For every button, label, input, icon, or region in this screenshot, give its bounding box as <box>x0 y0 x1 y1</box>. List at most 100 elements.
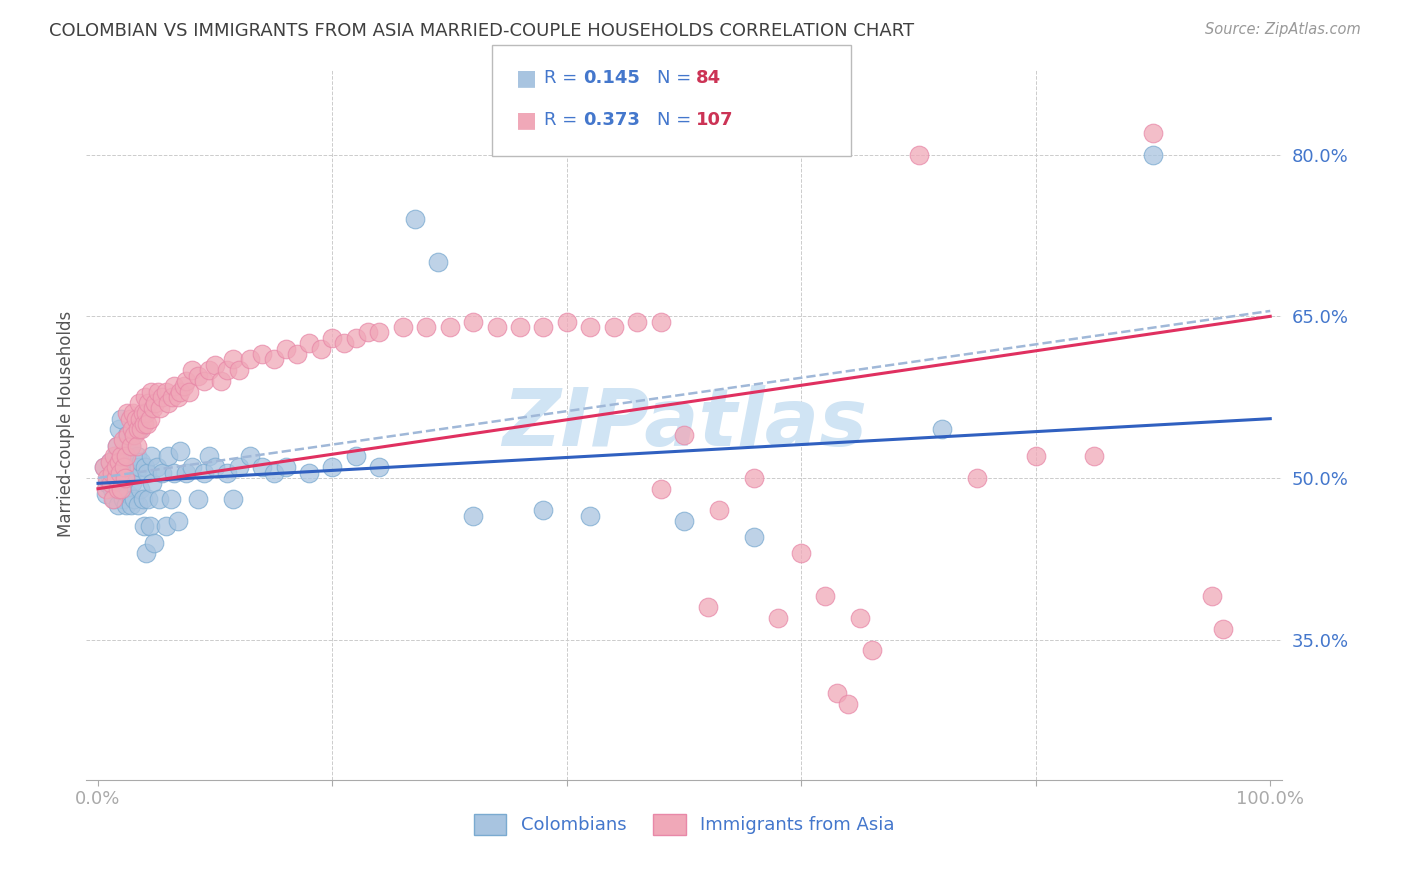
Point <box>111 434 134 448</box>
Point <box>215 363 238 377</box>
Point <box>1083 450 1105 464</box>
Point <box>128 395 150 409</box>
Point <box>111 492 134 507</box>
Point <box>124 466 146 480</box>
Point <box>96 487 118 501</box>
Point <box>415 320 437 334</box>
Point <box>131 492 153 507</box>
Point <box>837 697 859 711</box>
Point <box>463 508 485 523</box>
Point <box>285 347 308 361</box>
Point <box>709 503 731 517</box>
Point <box>120 439 142 453</box>
Point <box>104 476 127 491</box>
Point <box>129 411 152 425</box>
Point <box>142 401 165 415</box>
Point <box>93 460 115 475</box>
Point <box>110 460 132 475</box>
Point <box>115 450 138 464</box>
Point <box>626 315 648 329</box>
Point <box>124 427 146 442</box>
Point <box>174 466 197 480</box>
Text: 0.373: 0.373 <box>583 112 640 129</box>
Point <box>309 342 332 356</box>
Point <box>135 406 157 420</box>
Point <box>96 476 118 491</box>
Point <box>250 347 273 361</box>
Point <box>104 471 127 485</box>
Text: Source: ZipAtlas.com: Source: ZipAtlas.com <box>1205 22 1361 37</box>
Point <box>1025 450 1047 464</box>
Text: N =: N = <box>657 112 696 129</box>
Point <box>104 450 127 464</box>
Point <box>96 482 118 496</box>
Point <box>1142 147 1164 161</box>
Point <box>134 460 156 475</box>
Point <box>579 320 602 334</box>
Point <box>650 482 672 496</box>
Point <box>139 384 162 399</box>
Point <box>105 439 128 453</box>
Point <box>426 255 449 269</box>
Point <box>131 422 153 436</box>
Point <box>103 450 125 464</box>
Point <box>128 422 150 436</box>
Point <box>533 320 555 334</box>
Point <box>163 466 186 480</box>
Point <box>117 487 139 501</box>
Point <box>204 460 226 475</box>
Point <box>104 460 127 475</box>
Point <box>124 411 146 425</box>
Point <box>239 352 262 367</box>
Point <box>112 450 135 464</box>
Point <box>163 379 186 393</box>
Point <box>127 422 149 436</box>
Point <box>128 460 150 475</box>
Point <box>673 427 696 442</box>
Point <box>131 406 153 420</box>
Point <box>148 492 170 507</box>
Point <box>127 498 149 512</box>
Point <box>766 611 789 625</box>
Point <box>103 492 125 507</box>
Point <box>321 460 343 475</box>
Point <box>198 363 221 377</box>
Point <box>98 455 121 469</box>
Point <box>860 643 883 657</box>
Point <box>125 450 148 464</box>
Point <box>673 514 696 528</box>
Point <box>117 427 139 442</box>
Point <box>100 476 122 491</box>
Text: N =: N = <box>657 70 696 87</box>
Text: ■: ■ <box>516 69 537 88</box>
Point <box>228 363 250 377</box>
Point <box>139 450 162 464</box>
Point <box>129 482 152 496</box>
Point <box>110 411 132 425</box>
Point <box>250 460 273 475</box>
Point <box>101 466 124 480</box>
Point <box>159 492 181 507</box>
Point <box>263 466 285 480</box>
Point <box>825 686 848 700</box>
Point <box>696 600 718 615</box>
Point <box>555 315 578 329</box>
Point <box>966 471 988 485</box>
Point <box>179 384 201 399</box>
Point <box>263 352 285 367</box>
Point <box>118 466 141 480</box>
Point <box>166 390 188 404</box>
Point <box>118 411 141 425</box>
Point <box>98 455 121 469</box>
Text: 84: 84 <box>696 70 721 87</box>
Point <box>356 326 378 340</box>
Point <box>215 466 238 480</box>
Y-axis label: Married-couple Households: Married-couple Households <box>58 311 75 537</box>
Point <box>1142 126 1164 140</box>
Point <box>1201 590 1223 604</box>
Point <box>174 374 197 388</box>
Point <box>135 546 157 560</box>
Point <box>157 395 180 409</box>
Point <box>93 460 115 475</box>
Text: R =: R = <box>544 70 583 87</box>
